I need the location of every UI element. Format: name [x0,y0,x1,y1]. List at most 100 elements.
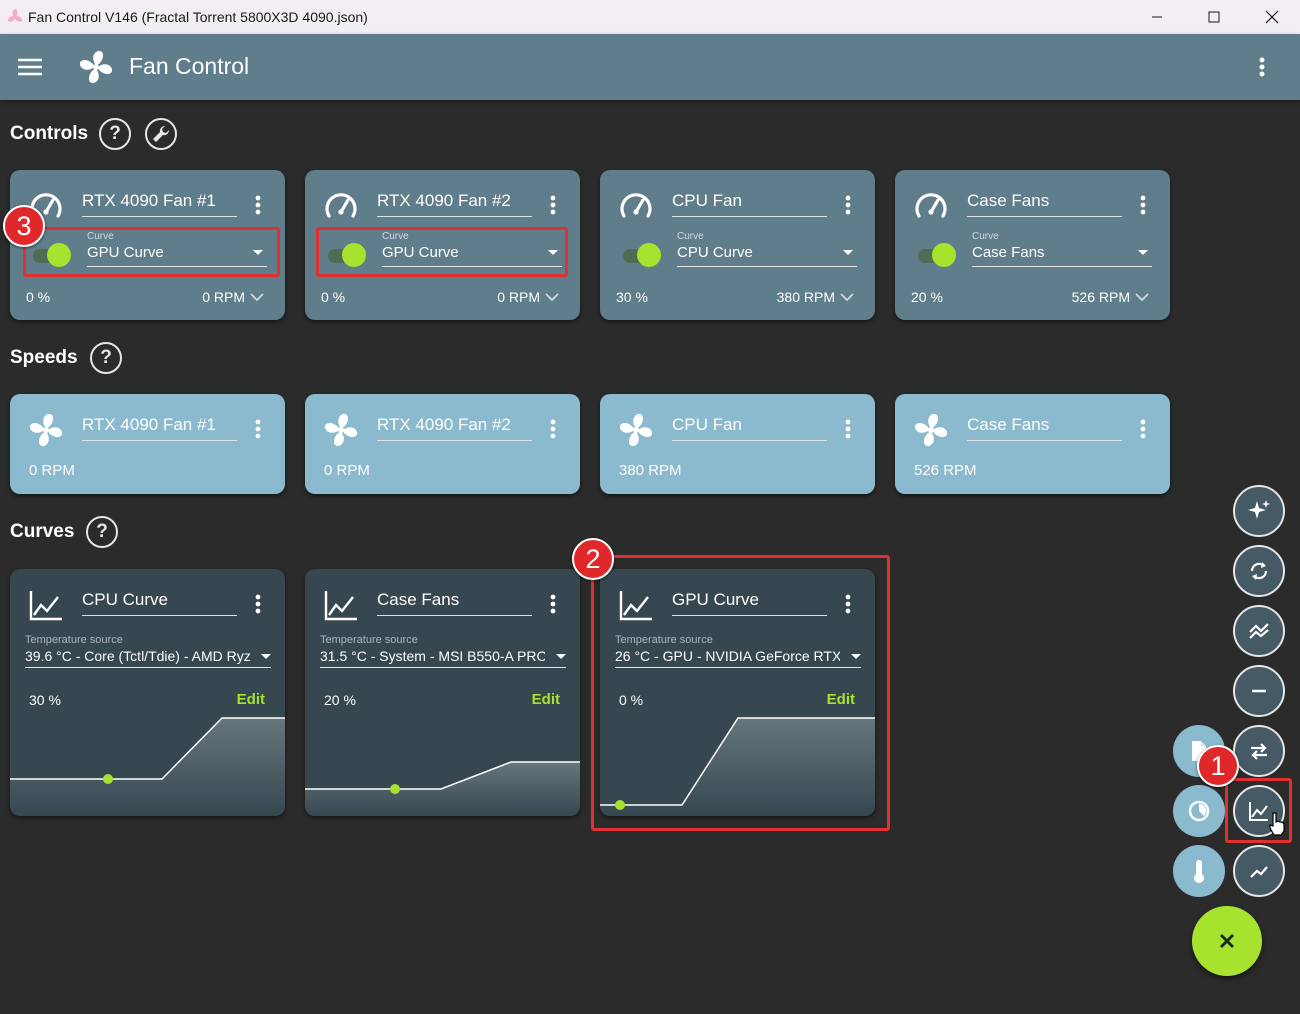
chevron-down-icon[interactable] [839,290,855,304]
curve-select[interactable]: Curve GPU Curve [87,231,267,267]
annotation-badge-1: 1 [1197,745,1239,787]
curve-card: CPU Curve Temperature source 39.6 °C - Cor… [10,569,285,816]
curve-select-label: Curve [677,231,704,242]
more-vertical-icon[interactable] [248,193,268,219]
curve-name[interactable]: CPU Curve [82,590,237,616]
more-vertical-icon[interactable] [838,417,858,443]
dropdown-arrow-icon [556,654,566,659]
more-vertical-icon[interactable] [543,592,563,618]
more-vertical-icon[interactable] [543,193,563,219]
curve-percent: 0 % [619,692,644,708]
chevron-down-icon[interactable] [544,290,560,304]
speed-name[interactable]: Case Fans [967,415,1122,441]
more-vertical-icon[interactable] [1133,417,1153,443]
edit-curve-link[interactable]: Edit [236,691,265,708]
curve-line [600,717,875,806]
more-vertical-icon[interactable] [838,193,858,219]
more-vertical-icon[interactable] [543,417,563,443]
curve-select[interactable]: Curve Case Fans [972,231,1152,267]
edit-curve-link[interactable]: Edit [826,691,855,708]
annotation-box-3a [23,227,280,277]
speedometer-icon [616,186,656,226]
speed-name[interactable]: CPU Fan [672,415,827,441]
chevron-down-icon[interactable] [1134,290,1150,304]
mix-curve-button[interactable] [1233,605,1285,657]
temperature-source-select[interactable]: Temperature source 31.5 °C - System - MSI… [320,634,566,668]
control-name[interactable]: Case Fans [967,191,1122,217]
curve-card: Case Fans Temperature source 31.5 °C - Sys… [305,569,580,816]
curve-select-label: Curve [87,231,114,242]
control-enable-toggle[interactable] [328,243,372,269]
toggle-knob [637,243,661,267]
edit-curve-link[interactable]: Edit [531,691,560,708]
curve-percent: 30 % [29,692,61,708]
control-enable-toggle[interactable] [623,243,667,269]
more-vertical-icon[interactable] [248,417,268,443]
temperature-button[interactable] [1173,845,1225,897]
temperature-source-label: Temperature source [25,634,123,646]
remove-button[interactable] [1233,665,1285,717]
speed-card: RTX 4090 Fan #1 0 RPM [10,394,285,494]
temperature-source-label: Temperature source [615,634,713,646]
close-icon[interactable] [1243,0,1300,34]
controls-section-title: Controls [10,123,89,144]
chevron-down-icon[interactable] [249,290,265,304]
curve-select[interactable]: Curve CPU Curve [677,231,857,267]
control-card: RTX 4090 Fan #1 Curve GPU Curve 0 % 0 RPM [10,170,285,320]
curve-select[interactable]: Curve GPU Curve [382,231,562,267]
minimize-icon[interactable] [1128,0,1186,34]
add-linear-curve-button[interactable] [1233,845,1285,897]
line-chart-icon [616,585,656,625]
curve-current-point [615,800,625,810]
control-name[interactable]: RTX 4090 Fan #1 [82,191,237,217]
close-menu-button[interactable] [1192,906,1262,976]
refresh-button[interactable] [1233,545,1285,597]
speed-rpm: 0 RPM [29,462,75,479]
minus-icon [1252,689,1266,693]
curve-name[interactable]: Case Fans [377,590,532,616]
curve-line [10,717,285,780]
control-percent: 0 % [26,289,51,305]
controls-help-icon[interactable]: ? [99,118,131,150]
toggle-knob [47,243,71,267]
temperature-source-value: 39.6 °C - Core (Tctl/Tdie) - AMD Ryzen 7… [25,648,250,664]
more-vertical-icon[interactable] [248,592,268,618]
more-vertical-icon[interactable] [1133,193,1153,219]
maximize-icon[interactable] [1185,0,1243,34]
wrench-icon[interactable] [145,118,177,150]
timer-button[interactable] [1173,785,1225,837]
app-title: Fan Control [129,53,250,79]
fan-app-icon [6,8,24,26]
speeds-help-icon[interactable]: ? [90,342,122,374]
control-card: Case Fans Curve Case Fans 20 % 526 RPM [895,170,1170,320]
hamburger-menu-icon[interactable] [16,54,44,80]
annotation-badge-2: 2 [572,538,614,580]
annotation-box-3b [316,227,568,277]
mix-curve-icon [1249,623,1269,639]
control-name[interactable]: RTX 4090 Fan #2 [377,191,532,217]
close-icon [1220,934,1234,948]
fan-icon [321,410,361,450]
control-name[interactable]: CPU Fan [672,191,827,217]
speed-name[interactable]: RTX 4090 Fan #2 [377,415,532,441]
more-vertical-icon[interactable] [838,592,858,618]
fan-icon [616,410,656,450]
curve-graph [600,717,875,816]
auto-detect-button[interactable] [1233,485,1285,537]
control-card: CPU Fan Curve CPU Curve 30 % 380 RPM [600,170,875,320]
window-titlebar: Fan Control V146 (Fractal Torrent 5800X3… [0,0,1300,34]
control-enable-toggle[interactable] [33,243,77,269]
curves-help-icon[interactable]: ? [86,516,118,548]
speeds-section-title: Speeds [10,347,78,368]
more-vertical-icon[interactable] [1250,54,1274,80]
speed-name[interactable]: RTX 4090 Fan #1 [82,415,237,441]
swap-button[interactable] [1233,725,1285,777]
curve-name[interactable]: GPU Curve [672,590,827,616]
temperature-source-select[interactable]: Temperature source 26 °C - GPU - NVIDIA G… [615,634,861,668]
control-enable-toggle[interactable] [918,243,962,269]
temperature-source-select[interactable]: Temperature source 39.6 °C - Core (Tctl/T… [25,634,271,668]
control-rpm: 526 RPM [1071,289,1130,305]
fan-icon [26,410,66,450]
dropdown-arrow-icon [1138,250,1148,255]
auto-detect-icon [1248,500,1270,519]
